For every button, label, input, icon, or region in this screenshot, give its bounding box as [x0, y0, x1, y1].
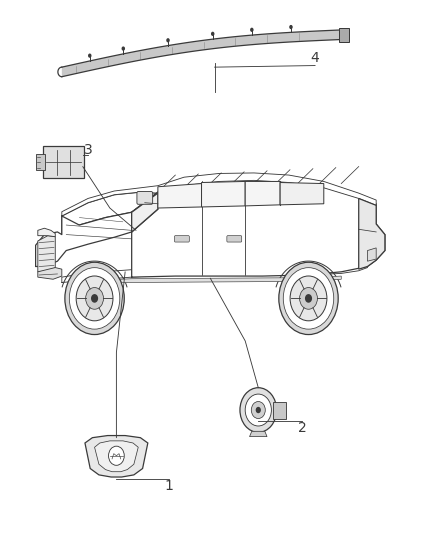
FancyBboxPatch shape: [43, 147, 84, 178]
Polygon shape: [38, 228, 55, 237]
Circle shape: [76, 276, 113, 321]
Polygon shape: [367, 248, 376, 261]
Polygon shape: [359, 198, 385, 269]
Circle shape: [283, 268, 334, 329]
Text: 3: 3: [84, 142, 92, 157]
Circle shape: [91, 294, 98, 303]
Polygon shape: [62, 192, 158, 235]
Circle shape: [86, 287, 103, 309]
Circle shape: [250, 28, 254, 32]
Text: 1: 1: [164, 479, 173, 492]
Circle shape: [290, 276, 327, 321]
Polygon shape: [245, 181, 280, 206]
Circle shape: [240, 387, 277, 432]
Polygon shape: [280, 182, 324, 205]
FancyBboxPatch shape: [174, 236, 189, 242]
Circle shape: [88, 53, 92, 58]
Circle shape: [305, 294, 312, 303]
Polygon shape: [35, 212, 132, 266]
Polygon shape: [38, 268, 62, 279]
FancyBboxPatch shape: [273, 401, 286, 418]
FancyBboxPatch shape: [227, 236, 242, 242]
Polygon shape: [62, 261, 367, 282]
Polygon shape: [62, 30, 341, 77]
Circle shape: [122, 46, 125, 51]
Circle shape: [279, 262, 338, 335]
Polygon shape: [38, 236, 55, 272]
Polygon shape: [97, 276, 341, 284]
Polygon shape: [201, 181, 245, 207]
Polygon shape: [158, 183, 201, 208]
Circle shape: [289, 25, 293, 29]
Circle shape: [69, 268, 120, 329]
Polygon shape: [85, 435, 148, 477]
Polygon shape: [95, 441, 138, 472]
Circle shape: [65, 262, 124, 335]
Polygon shape: [250, 431, 267, 437]
Text: 2: 2: [297, 421, 306, 435]
Polygon shape: [62, 173, 376, 216]
Text: 4: 4: [311, 51, 319, 65]
FancyBboxPatch shape: [339, 28, 349, 42]
Circle shape: [166, 38, 170, 43]
Circle shape: [211, 31, 215, 36]
Polygon shape: [132, 179, 385, 277]
Circle shape: [109, 446, 124, 465]
Polygon shape: [132, 193, 158, 232]
Circle shape: [245, 394, 272, 426]
FancyBboxPatch shape: [137, 191, 152, 204]
Circle shape: [300, 287, 318, 309]
Circle shape: [256, 407, 261, 413]
Circle shape: [251, 401, 265, 418]
FancyBboxPatch shape: [36, 155, 45, 170]
